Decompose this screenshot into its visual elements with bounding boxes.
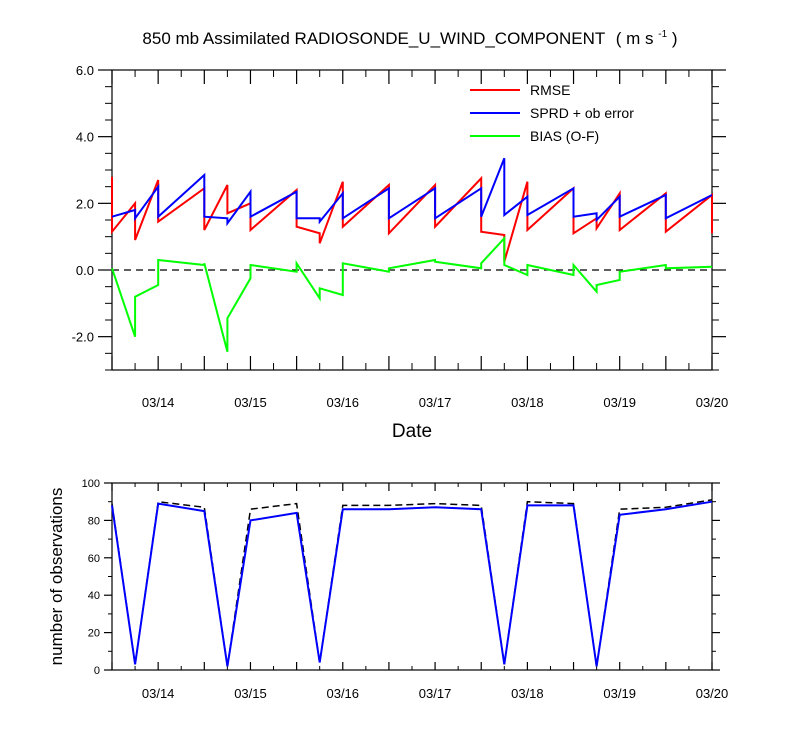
y-tick-label: 40	[88, 590, 100, 602]
y-tick-label: 0.0	[76, 263, 94, 278]
legend-label: RMSE	[530, 82, 570, 98]
y-tick-label: 80	[88, 515, 100, 527]
y-axis-title: number of observations	[47, 488, 66, 666]
top-panel: 03/14 03/15 03/16 03/17 03/18 03/19 03/20 -2.0 0…	[72, 63, 729, 442]
x-tick-label: 03/19	[603, 395, 636, 410]
series-line-sprd-ob-error	[111, 157, 713, 227]
y-tick-label: 20	[88, 628, 100, 640]
chart-title-units-prefix: ( m s	[616, 29, 654, 48]
y-tick-label: -2.0	[72, 330, 94, 345]
chart-title-units-suffix: )	[672, 29, 678, 48]
x-tick-label: 03/18	[511, 395, 544, 410]
x-tick-label: 03/16	[326, 395, 359, 410]
y-tick-label: 0	[94, 665, 100, 677]
chart-title-main: 850 mb Assimilated RADIOSONDE_U_WIND_COM…	[142, 29, 605, 48]
series-line-solid	[111, 500, 713, 667]
x-tick-label: 03/20	[696, 395, 729, 410]
chart-title: 850 mb Assimilated RADIOSONDE_U_WIND_COM…	[142, 22, 677, 48]
x-tick-label: 03/18	[511, 686, 544, 701]
bottom-panel: 03/14 03/15 03/16 03/17 03/18 03/19 03/20 0 20 40…	[47, 478, 728, 701]
x-tick-label: 03/19	[603, 686, 636, 701]
legend-label: BIAS (O-F)	[530, 128, 599, 144]
y-tick-label: 2.0	[76, 196, 94, 211]
y-tick-label: 100	[82, 478, 100, 490]
legend: RMSE SPRD + ob error BIAS (O-F)	[470, 82, 634, 144]
legend-label: SPRD + ob error	[530, 105, 634, 121]
y-tick-label: 60	[88, 553, 100, 565]
series-line-rmse	[111, 175, 713, 262]
x-tick-label: 03/16	[326, 686, 359, 701]
series-line-dashed	[111, 499, 713, 667]
x-tick-label: 03/14	[142, 395, 175, 410]
chart-title-units-superscript: -1	[658, 29, 667, 40]
x-tick-label: 03/17	[419, 686, 452, 701]
x-tick-label: 03/15	[234, 686, 267, 701]
series-line-bias-o-f	[111, 235, 713, 352]
x-tick-label: 03/20	[696, 686, 729, 701]
x-tick-label: 03/14	[142, 686, 175, 701]
y-tick-label: 6.0	[76, 63, 94, 78]
y-tick-label: 4.0	[76, 130, 94, 145]
x-axis-title: Date	[392, 421, 432, 442]
x-tick-label: 03/15	[234, 395, 267, 410]
x-tick-label: 03/17	[419, 395, 452, 410]
